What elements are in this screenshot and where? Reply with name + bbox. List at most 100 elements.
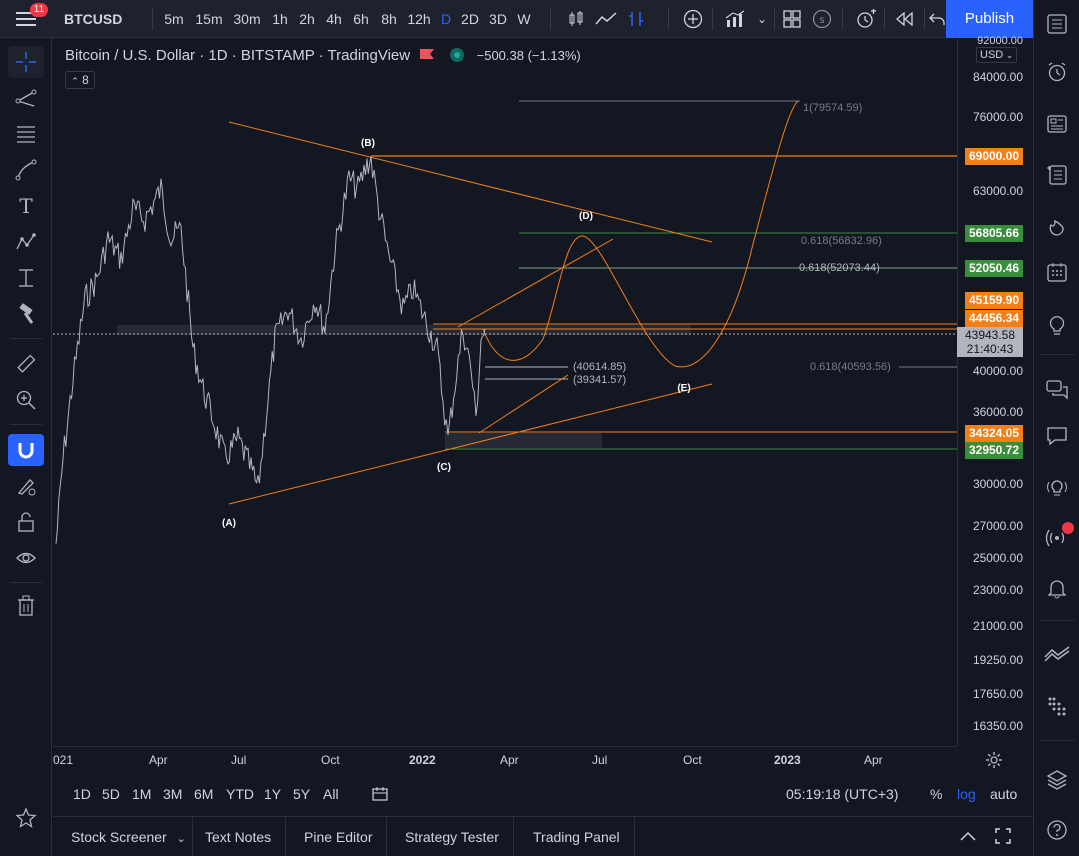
dom-icon[interactable] (1039, 690, 1075, 722)
interval-6h[interactable]: 6h (353, 11, 369, 27)
price-level-tag[interactable]: 56805.66 (965, 225, 1023, 242)
price-axis[interactable]: 92000.00 USD ⌄ 84000.00 76000.00 63000.00 4… (957, 35, 1033, 746)
price-level-tag[interactable]: 52050.46 (965, 260, 1023, 277)
trend-line-icon[interactable] (8, 82, 44, 114)
news-icon[interactable] (1039, 108, 1075, 140)
tab-pine-editor[interactable]: Pine Editor (290, 817, 388, 856)
currency-select[interactable]: USD ⌄ (976, 47, 1018, 63)
price-level-tag[interactable]: 32950.72 (965, 442, 1023, 459)
bars-style-icon[interactable] (622, 0, 650, 38)
time-axis[interactable]: 021 Apr Jul Oct 2022 Apr Jul Oct 2023 Apr (53, 746, 957, 774)
trash-icon[interactable] (8, 590, 44, 622)
interval-4h[interactable]: 4h (326, 11, 342, 27)
interval-1h[interactable]: 1h (272, 11, 288, 27)
alarm-clock-icon[interactable] (1039, 56, 1075, 88)
chats-icon[interactable] (1039, 374, 1075, 406)
alert-icon[interactable] (852, 0, 880, 38)
menu-button[interactable]: 11 (0, 0, 52, 38)
line-style-icon[interactable] (592, 0, 620, 38)
broadcast-icon[interactable] (1039, 522, 1075, 554)
wave-label[interactable]: (E) (677, 383, 690, 394)
chevron-down-icon[interactable]: ⌄ (756, 12, 768, 26)
interval-15m[interactable]: 15m (195, 11, 223, 27)
price-level-tag[interactable]: 69000.00 (965, 148, 1023, 165)
chat-bubble-icon[interactable] (1039, 420, 1075, 452)
range-1y[interactable]: 1Y (264, 786, 282, 802)
magnet-icon[interactable] (8, 434, 44, 466)
tab-strategy-tester[interactable]: Strategy Tester (391, 817, 514, 856)
publish-button[interactable]: Publish (946, 0, 1033, 38)
zoom-in-icon[interactable] (8, 384, 44, 416)
interval-12h[interactable]: 12h (407, 11, 431, 27)
indicators-toggle[interactable]: ⌃ 8 (65, 71, 95, 89)
interval-w[interactable]: W (517, 11, 531, 27)
interval-2d[interactable]: 2D (461, 11, 479, 27)
range-all[interactable]: All (323, 786, 339, 802)
interval-d[interactable]: D (440, 11, 452, 27)
help-icon[interactable] (1039, 814, 1075, 846)
tab-trading-panel[interactable]: Trading Panel (519, 817, 635, 856)
calendar-icon[interactable] (1039, 256, 1075, 288)
layers-icon[interactable] (1039, 764, 1075, 796)
log-toggle[interactable]: log (957, 786, 976, 802)
wave-label[interactable]: (A) (222, 518, 236, 529)
interval-30m[interactable]: 30m (233, 11, 261, 27)
price-chart[interactable]: (A) (B) (C) (D) (E) 1(79574.59) 0.618(56832.96… (53, 39, 957, 746)
range-3m[interactable]: 3M (163, 786, 183, 802)
range-1d[interactable]: 1D (73, 786, 91, 802)
flag-icon[interactable] (420, 46, 435, 59)
crosshair-icon[interactable] (8, 46, 44, 78)
candles-icon[interactable] (562, 0, 590, 38)
add-icon[interactable] (680, 0, 706, 38)
currency-icon[interactable]: s (810, 0, 834, 38)
percent-toggle[interactable]: % (930, 786, 943, 802)
maximize-panel-icon[interactable] (995, 828, 1011, 847)
price-level-tag[interactable]: 44456.34 (965, 310, 1023, 327)
interval-3d[interactable]: 3D (489, 11, 507, 27)
drawing-mode-icon[interactable] (8, 470, 44, 502)
hammer-icon[interactable] (8, 298, 44, 330)
range-5d[interactable]: 5D (102, 786, 120, 802)
price-level-tag[interactable]: 45159.90 (965, 292, 1023, 309)
pattern-icon[interactable] (8, 226, 44, 258)
eye-icon[interactable] (8, 542, 44, 574)
chart-pane[interactable]: (A) (B) (C) (D) (E) 1(79574.59) 0.618(56832.96… (53, 39, 957, 746)
wave-label[interactable]: (B) (361, 138, 375, 149)
range-6m[interactable]: 6M (194, 786, 214, 802)
indicators-icon[interactable] (722, 0, 748, 38)
text-icon[interactable]: T (19, 194, 33, 218)
wave-label[interactable]: (C) (437, 462, 451, 473)
notifications-bell-icon[interactable] (1039, 572, 1075, 604)
range-ytd[interactable]: YTD (226, 786, 254, 802)
measure-icon[interactable] (8, 262, 44, 294)
layout-icon[interactable] (780, 0, 804, 38)
price-level-tag[interactable]: 34324.05 (965, 425, 1023, 442)
auto-toggle[interactable]: auto (990, 786, 1018, 802)
ruler-icon[interactable] (8, 348, 44, 380)
fib-retracement-icon[interactable] (8, 118, 44, 150)
watchlist-icon[interactable] (1039, 8, 1075, 40)
lock-icon[interactable] (8, 506, 44, 538)
collapse-panel-icon[interactable] (959, 829, 977, 846)
ideas-lightbulb-icon[interactable] (1039, 310, 1075, 342)
interval-2h[interactable]: 2h (299, 11, 315, 27)
clock-display[interactable]: 05:19:18 (UTC+3) (786, 786, 899, 802)
symbol-search[interactable]: BTCUSD (64, 11, 123, 27)
settings-gear-icon[interactable] (986, 752, 1002, 768)
interval-8h[interactable]: 8h (381, 11, 397, 27)
brush-icon[interactable] (8, 154, 44, 186)
streams-icon[interactable] (1039, 472, 1075, 504)
date-range-icon[interactable] (371, 780, 395, 808)
wave-label[interactable]: (D) (579, 211, 593, 222)
chart-legend[interactable]: Bitcoin / U.S. Dollar · 1D · BITSTAMP · … (65, 46, 581, 64)
pine-screener-icon[interactable] (1039, 638, 1075, 670)
replay-icon[interactable] (892, 0, 918, 38)
hotlist-icon[interactable] (1039, 210, 1075, 242)
data-window-icon[interactable] (1039, 158, 1075, 190)
interval-5m[interactable]: 5m (164, 11, 184, 27)
favorites-star-icon[interactable] (8, 802, 44, 834)
undo-icon[interactable] (928, 0, 946, 38)
range-1m[interactable]: 1M (132, 786, 152, 802)
range-5y[interactable]: 5Y (293, 786, 311, 802)
tab-stock-screener[interactable]: Stock Screener ⌄ (57, 817, 193, 856)
